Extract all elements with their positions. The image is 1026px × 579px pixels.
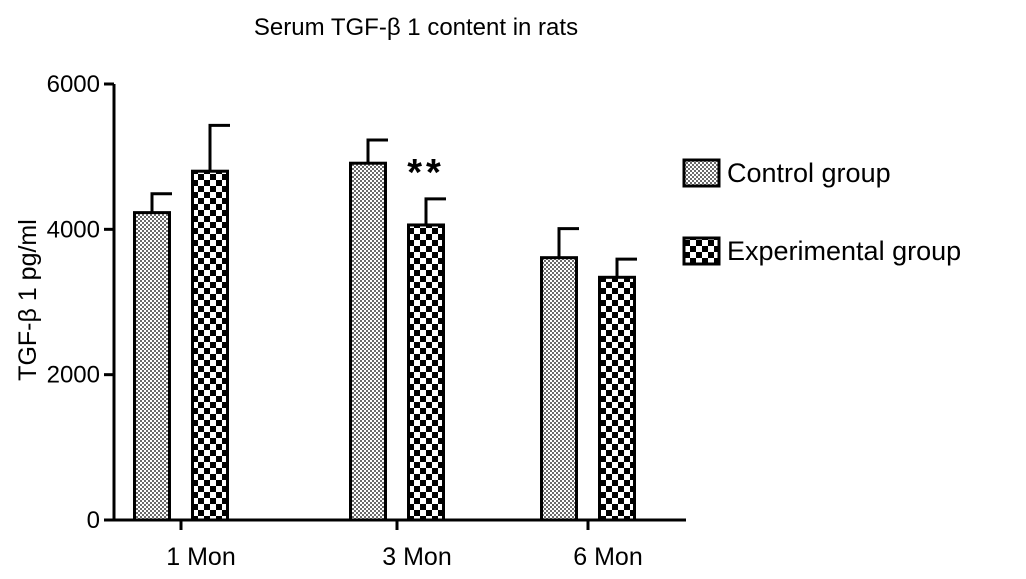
significance-marker: ** [407, 152, 445, 194]
legend-swatch-control [682, 158, 721, 188]
bar-experimental-3-mon [407, 223, 445, 522]
y-tick-label: 4000 [47, 216, 100, 243]
legend-label-control: Control group [727, 158, 891, 188]
bar-experimental-6-mon [598, 275, 636, 522]
x-tick-label: 1 Mon [166, 543, 235, 571]
x-tick-label: 6 Mon [573, 543, 642, 571]
y-tick-label: 6000 [47, 71, 100, 98]
bars [133, 161, 636, 522]
y-tick-label: 2000 [47, 362, 100, 389]
bar-control-3-mon [349, 161, 387, 522]
bar-experimental-1-mon [191, 169, 229, 522]
x-ticks: 1 Mon 3 Mon 6 Mon [166, 520, 643, 571]
legend-swatch-experimental [682, 236, 721, 266]
legend: Control group Experimental group [682, 158, 961, 266]
legend-label-experimental: Experimental group [727, 236, 961, 266]
bar-control-6-mon [540, 256, 578, 522]
bar-control-1-mon [133, 211, 171, 522]
annotations: ** [407, 152, 445, 194]
error-bars [150, 123, 637, 278]
y-ticks: 0 2000 4000 6000 [47, 71, 114, 534]
x-tick-label: 3 Mon [382, 543, 451, 571]
y-axis-label: TGF-β 1 pg/ml [14, 219, 42, 381]
chart-title: Serum TGF-β 1 content in rats [254, 14, 578, 41]
y-tick-label: 0 [87, 507, 100, 534]
